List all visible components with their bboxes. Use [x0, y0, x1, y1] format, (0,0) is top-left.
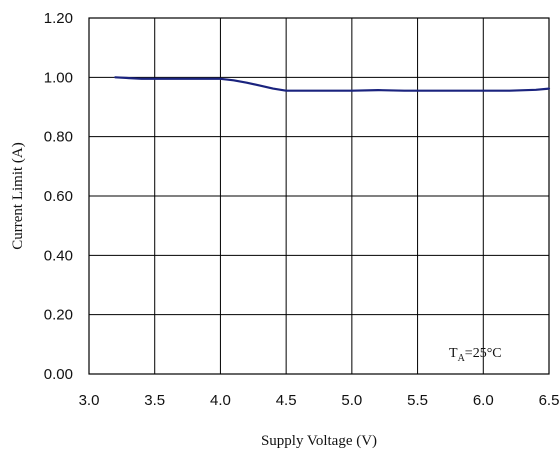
temperature-annotation: TA=25°C	[449, 346, 502, 364]
y-tick-labels: 0.00 0.20 0.40 0.60 0.80 1.00 1.20	[44, 10, 73, 383]
x-tick-label: 3.5	[144, 392, 165, 409]
y-tick-label: 1.20	[44, 10, 73, 27]
x-tick-label: 4.0	[210, 392, 231, 409]
y-tick-label: 1.00	[44, 69, 73, 86]
x-tick-label: 5.0	[341, 392, 362, 409]
grid	[89, 18, 549, 374]
y-tick-label: 0.80	[44, 129, 73, 146]
y-tick-label: 0.00	[44, 366, 73, 383]
y-tick-label: 0.20	[44, 307, 73, 324]
y-tick-label: 0.40	[44, 247, 73, 264]
x-tick-label: 6.5	[539, 392, 560, 409]
x-tick-label: 4.5	[276, 392, 297, 409]
series-layer	[115, 77, 549, 90]
x-tick-label: 5.5	[407, 392, 428, 409]
x-tick-label: 3.0	[79, 392, 100, 409]
y-axis-label: Current Limit (A)	[10, 142, 26, 249]
x-tick-label: 6.0	[473, 392, 494, 409]
x-tick-labels: 3.0 3.5 4.0 4.5 5.0 5.5 6.0 6.5	[79, 392, 560, 409]
annotation-suffix: =25°C	[465, 346, 502, 361]
x-axis-label: Supply Voltage (V)	[261, 433, 377, 449]
series-line-0	[115, 77, 549, 90]
y-tick-label: 0.60	[44, 188, 73, 205]
